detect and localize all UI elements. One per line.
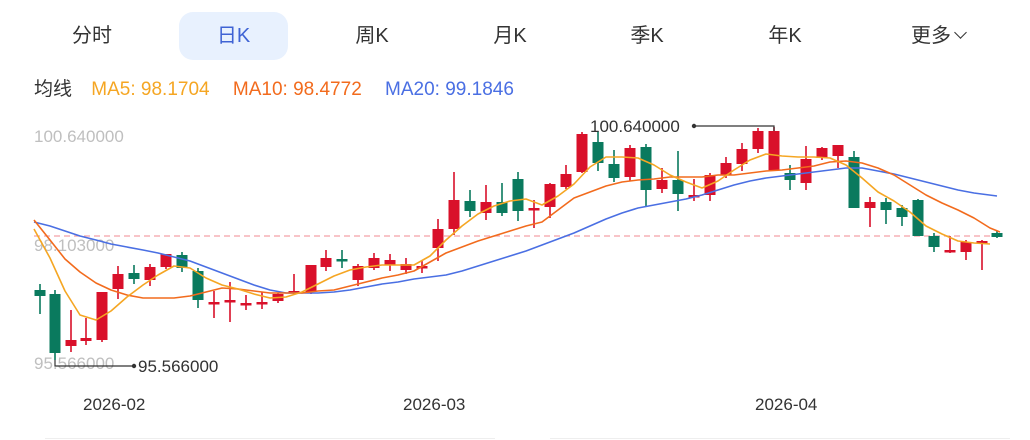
- candle-body[interactable]: [960, 242, 972, 252]
- max-label: 100.640000: [590, 117, 680, 136]
- candle-body[interactable]: [144, 267, 156, 280]
- candle-body[interactable]: [800, 159, 812, 183]
- candle-body[interactable]: [49, 294, 61, 353]
- candle-body[interactable]: [432, 229, 444, 248]
- x-axis-label-apr: 2026-04: [755, 395, 818, 414]
- candle-body[interactable]: [672, 180, 684, 194]
- candle-body[interactable]: [176, 255, 188, 268]
- candle-body[interactable]: [305, 265, 317, 292]
- candle-body[interactable]: [65, 340, 77, 346]
- candle-body[interactable]: [880, 202, 892, 210]
- tab-intraday[interactable]: 分时: [42, 12, 142, 60]
- candle-body[interactable]: [464, 201, 476, 211]
- tab-label: 日K: [216, 25, 251, 47]
- candle-body[interactable]: [224, 300, 236, 303]
- candle-body[interactable]: [832, 145, 844, 156]
- candle-body[interactable]: [128, 273, 140, 279]
- tab-label: 年K: [768, 25, 802, 47]
- candle-body[interactable]: [720, 163, 732, 175]
- ma20-line: [33, 167, 998, 294]
- candle-body[interactable]: [768, 131, 780, 170]
- divider: [45, 438, 495, 439]
- candle-body[interactable]: [640, 147, 652, 190]
- candle-body[interactable]: [336, 259, 348, 262]
- candle-body[interactable]: [848, 157, 860, 208]
- candle-body[interactable]: [608, 164, 620, 178]
- candle-body[interactable]: [208, 302, 220, 305]
- ma-legend: 均线 MA5: 98.1704 MA10: 98.4772 MA20: 99.1…: [34, 74, 532, 100]
- candle-body[interactable]: [256, 302, 268, 305]
- candle-body[interactable]: [784, 173, 796, 180]
- period-tabs: 分时 日K 周K 月K 季K 年K 更多: [0, 12, 1030, 60]
- candle-body[interactable]: [816, 148, 828, 158]
- candle-body[interactable]: [896, 208, 908, 217]
- candle-body[interactable]: [864, 202, 876, 208]
- ma5-line: [33, 153, 991, 321]
- candle-body[interactable]: [34, 290, 46, 296]
- tab-monthly-k[interactable]: 月K: [460, 12, 560, 60]
- tab-quarterly-k[interactable]: 季K: [597, 12, 697, 60]
- candle-body[interactable]: [112, 274, 124, 289]
- candle-body[interactable]: [991, 233, 1003, 237]
- tab-more[interactable]: 更多: [886, 12, 990, 60]
- tab-label: 月K: [493, 25, 527, 47]
- candle-body[interactable]: [496, 202, 508, 213]
- candle-body[interactable]: [352, 266, 364, 280]
- y-axis-mid-label: 98.103000: [34, 236, 114, 255]
- candle-body[interactable]: [240, 303, 252, 306]
- tab-daily-k[interactable]: 日K: [179, 12, 288, 60]
- y-axis-bottom-label: 95.566000: [34, 354, 114, 373]
- candle-body[interactable]: [592, 142, 604, 163]
- tab-yearly-k[interactable]: 年K: [735, 12, 835, 60]
- candle-body[interactable]: [160, 254, 172, 267]
- candle-body[interactable]: [928, 236, 940, 247]
- tab-weekly-k[interactable]: 周K: [322, 12, 422, 60]
- candle-body[interactable]: [576, 134, 588, 172]
- candle-body[interactable]: [976, 241, 988, 244]
- tab-label: 更多: [911, 25, 951, 47]
- candle-body[interactable]: [624, 148, 636, 177]
- tab-label: 周K: [355, 25, 389, 47]
- ma10-line: [33, 160, 1001, 299]
- legend-ma5: MA5: 98.1704: [91, 79, 210, 100]
- candle-body[interactable]: [80, 338, 92, 341]
- candle-body[interactable]: [320, 258, 332, 267]
- max-annotation: 100.640000: [590, 117, 775, 136]
- candle-body[interactable]: [736, 149, 748, 164]
- candle-body[interactable]: [752, 131, 764, 149]
- divider: [550, 438, 1010, 439]
- x-axis-label-mar: 2026-03: [403, 395, 466, 414]
- candle-body[interactable]: [944, 250, 956, 253]
- legend-ma10: MA10: 98.4772: [232, 79, 362, 100]
- candle-body[interactable]: [448, 200, 460, 229]
- legend-ma20: MA20: 99.1846: [385, 79, 514, 100]
- candle-body[interactable]: [512, 179, 524, 211]
- candle-body[interactable]: [400, 264, 412, 270]
- legend-title: 均线: [34, 79, 73, 100]
- tab-label: 季K: [630, 25, 664, 47]
- y-axis-top-label: 100.640000: [34, 127, 124, 146]
- candle-body[interactable]: [368, 258, 380, 268]
- candle-body[interactable]: [192, 271, 204, 300]
- candle-body[interactable]: [384, 260, 396, 265]
- ma-lines: [33, 153, 1001, 321]
- x-axis-label-feb: 2026-02: [83, 395, 146, 414]
- candle-body[interactable]: [560, 174, 572, 187]
- candle-body[interactable]: [480, 202, 492, 213]
- min-annotation: 95.566000: [54, 357, 218, 376]
- min-label: 95.566000: [138, 357, 218, 376]
- candle-body[interactable]: [528, 208, 540, 211]
- candle-body[interactable]: [656, 180, 668, 189]
- tab-label: 分时: [72, 25, 112, 47]
- candle-body[interactable]: [544, 184, 556, 207]
